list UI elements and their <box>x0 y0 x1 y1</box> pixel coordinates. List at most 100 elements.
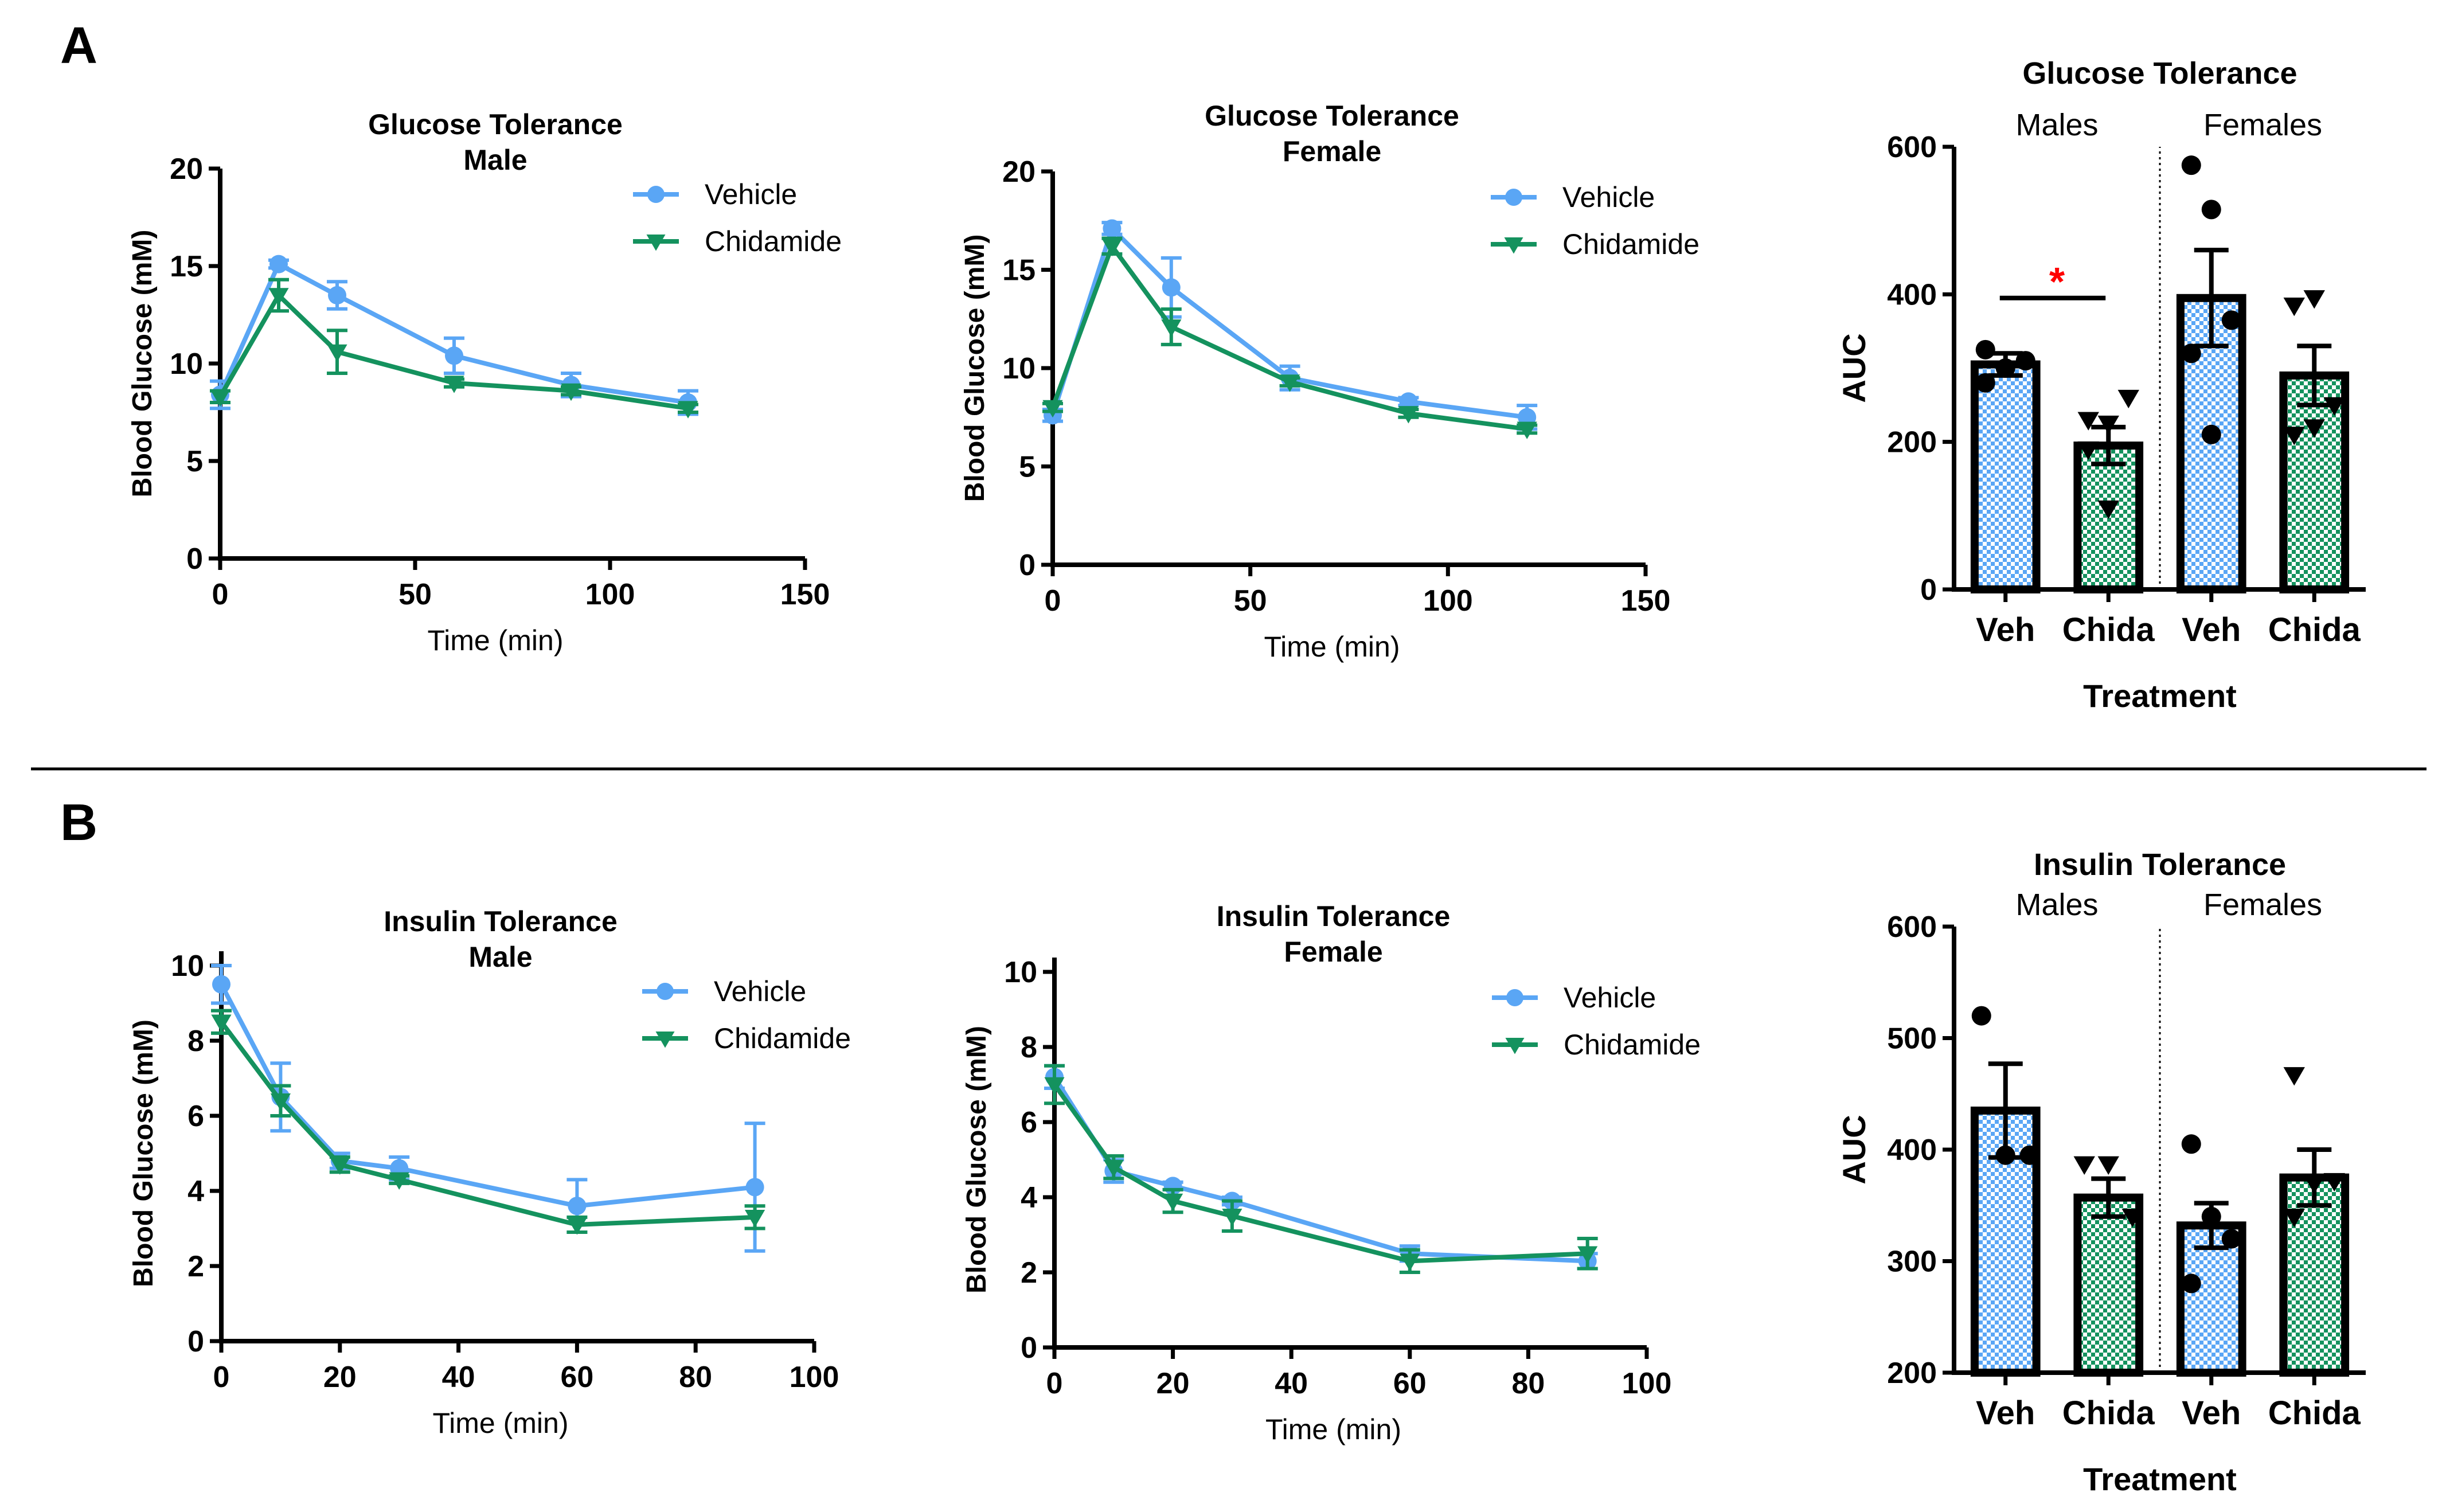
data-point <box>566 1217 587 1235</box>
chart-4: 0 2 4 6 8 10 Blood Glucose (mM) 0 20 40 60 80 100 Tim… <box>962 900 1701 1445</box>
chart-5: 200 300 400 500 600 AUC Insulin Tolerance Males… <box>1836 847 2366 1497</box>
x-tick-label: 0 <box>212 578 229 611</box>
x-tick-label: 20 <box>1156 1367 1190 1400</box>
data-point <box>1398 406 1419 424</box>
chart-1: 0 5 10 15 20 Blood Glucose (mM) 0 50 100 150 Time … <box>960 100 1699 663</box>
bar-males-chidamide <box>2073 1193 2144 1377</box>
data-point <box>2221 1229 2241 1249</box>
chart-title-line: Glucose Tolerance <box>368 108 623 140</box>
y-tick-label: 500 <box>1887 1022 1937 1056</box>
y-tick-label: 10 <box>1004 956 1037 989</box>
x-axis-label: Treatment <box>2083 1461 2237 1497</box>
data-point <box>1222 1208 1242 1226</box>
data-point <box>389 1172 409 1190</box>
group-label: Females <box>2203 108 2322 142</box>
y-tick-label: 15 <box>170 250 203 283</box>
data-point <box>2201 1206 2221 1226</box>
data-point <box>745 1178 764 1197</box>
x-tick-label: 0 <box>213 1361 230 1394</box>
data-point <box>1280 374 1300 392</box>
y-tick-label: 4 <box>187 1175 204 1208</box>
x-tick-label: 60 <box>560 1361 593 1394</box>
data-point <box>1975 339 1995 360</box>
y-axis-label: Blood Glucose (mM) <box>960 235 990 502</box>
data-point <box>2015 351 2035 371</box>
x-tick-label: 40 <box>1275 1367 1308 1400</box>
data-point <box>2303 290 2325 309</box>
data-point <box>1971 1006 1991 1026</box>
data-point <box>2121 1209 2143 1228</box>
data-point <box>212 975 230 994</box>
series-line-vehicle <box>219 983 756 1209</box>
data-point <box>1103 219 1122 238</box>
chart-title: Insulin Tolerance <box>2034 847 2286 882</box>
y-axis-label: AUC <box>1836 1115 1872 1184</box>
data-point <box>270 1093 291 1111</box>
panel-label-a: A <box>60 17 97 75</box>
chart-0: 0 5 10 15 20 Blood Glucose (mM) 0 50 100 150 Time … <box>127 108 842 657</box>
chart-title-line: Insulin Tolerance <box>1217 900 1451 932</box>
x-tick-label: 150 <box>1621 584 1671 618</box>
y-tick-label: 0 <box>1019 549 1036 582</box>
data-point <box>678 401 698 419</box>
y-tick-label: 2 <box>187 1250 204 1283</box>
y-tick-label: 300 <box>1887 1245 1937 1279</box>
legend-label: Vehicle <box>714 975 806 1007</box>
y-tick-label: 6 <box>1021 1106 1037 1139</box>
legend-circle-icon <box>657 983 674 1000</box>
data-point <box>1161 319 1182 337</box>
y-tick-label: 5 <box>186 445 203 478</box>
data-point <box>1995 1145 2015 1165</box>
x-tick-label: Veh <box>2182 1394 2241 1432</box>
data-point <box>2283 298 2305 317</box>
y-tick-label: 200 <box>1887 426 1937 459</box>
x-tick-label: 100 <box>1423 584 1473 618</box>
y-tick-label: 0 <box>187 1325 204 1358</box>
y-tick-label: 400 <box>1887 1134 1937 1167</box>
data-point <box>2181 1134 2201 1154</box>
y-tick-label: 20 <box>170 153 203 186</box>
x-tick-label: 150 <box>780 578 830 611</box>
data-point <box>2303 1175 2325 1194</box>
group-label: Females <box>2203 888 2322 922</box>
y-tick-label: 2 <box>1021 1256 1037 1290</box>
data-point <box>2019 1145 2039 1165</box>
data-point <box>1162 278 1181 297</box>
data-point <box>1517 421 1537 439</box>
legend-circle-icon <box>1505 189 1522 206</box>
x-tick-label: 0 <box>1045 584 1061 618</box>
x-tick-label: 80 <box>679 1361 712 1394</box>
x-tick-label: 100 <box>790 1361 839 1394</box>
chart-title-line: Female <box>1283 135 1381 167</box>
data-point <box>2077 441 2099 460</box>
chart-3: 0 2 4 6 8 10 Blood Glucose (mM) 0 20 40 60 80 100 Tim… <box>128 905 851 1439</box>
data-point <box>1101 239 1122 256</box>
x-tick-label: 50 <box>1234 584 1267 618</box>
x-tick-label: 60 <box>1393 1367 1427 1400</box>
legend-label: Chidamide <box>705 225 842 257</box>
legend-label: Vehicle <box>1564 982 1656 1014</box>
legend-triangle-icon <box>1504 237 1523 254</box>
legend-label: Vehicle <box>1562 181 1655 213</box>
data-point <box>561 383 581 401</box>
data-point <box>2221 310 2241 330</box>
x-tick-label: 100 <box>585 578 635 611</box>
y-tick-label: 10 <box>170 347 203 381</box>
y-tick-label: 200 <box>1887 1357 1937 1390</box>
x-tick-label: 50 <box>398 578 432 611</box>
data-point <box>1995 358 2015 378</box>
panel-label-b: B <box>60 794 97 851</box>
series-line-chidamide <box>1050 241 1527 432</box>
data-point <box>444 376 464 393</box>
series-line-chidamide <box>219 1020 755 1227</box>
data-point <box>2303 419 2325 438</box>
chart-title-line: Male <box>468 941 532 973</box>
data-point <box>2283 1209 2305 1228</box>
data-point <box>1577 1246 1598 1264</box>
chart-title-line: Female <box>1284 936 1382 968</box>
data-point <box>2117 389 2139 409</box>
data-point <box>745 1210 765 1228</box>
data-point <box>330 1157 350 1175</box>
x-tick-label: 40 <box>442 1361 475 1394</box>
